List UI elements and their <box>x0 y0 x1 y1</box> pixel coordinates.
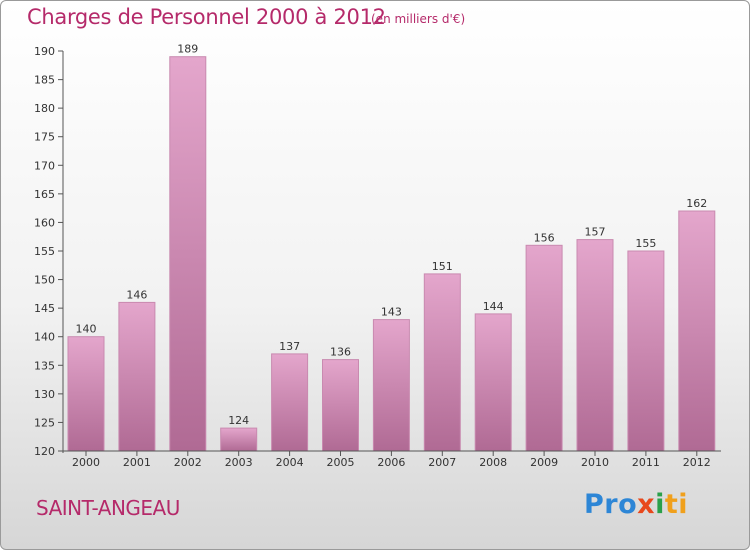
x-tick-label: 2012 <box>683 456 711 469</box>
x-tick-label: 2006 <box>377 456 405 469</box>
data-label: 156 <box>534 231 555 244</box>
data-label: 140 <box>76 323 97 336</box>
chart-title: Charges de Personnel 2000 à 2012 <box>27 5 386 29</box>
x-tick-label: 2007 <box>428 456 456 469</box>
y-tick-label: 145 <box>34 302 55 315</box>
data-label: 189 <box>177 43 198 56</box>
chart-subtitle: (en milliers d'€) <box>371 12 466 26</box>
bar <box>678 210 716 452</box>
x-tick-label: 2002 <box>174 456 202 469</box>
bar <box>169 56 207 452</box>
y-tick-label: 170 <box>34 159 55 172</box>
y-tick-label: 175 <box>34 131 55 144</box>
y-tick-label: 165 <box>34 188 55 201</box>
bar <box>67 336 105 452</box>
axes-group <box>58 50 721 456</box>
data-label: 137 <box>279 340 300 353</box>
x-tick-label: 2011 <box>632 456 660 469</box>
bar <box>372 319 410 452</box>
data-label: 151 <box>432 260 453 273</box>
y-tick-label: 120 <box>34 445 55 458</box>
bar <box>474 313 512 452</box>
proxiti-logo: Proxiti <box>584 489 688 520</box>
place-name: SAINT-ANGEAU <box>36 496 180 520</box>
data-label: 143 <box>381 306 402 319</box>
y-tick-label: 140 <box>34 331 55 344</box>
x-tick-label: 2009 <box>530 456 558 469</box>
x-tick-label: 2010 <box>581 456 609 469</box>
y-tick-label: 160 <box>34 216 55 229</box>
bar <box>322 359 359 452</box>
labels-group: 140 146 189 124 137 136 143 151 144 156 157 155 162 1… <box>34 43 711 469</box>
bar <box>576 239 614 452</box>
bar <box>423 273 461 452</box>
data-label: 157 <box>585 226 606 239</box>
data-label: 136 <box>330 346 351 359</box>
logo-part: Pro <box>584 489 638 520</box>
x-tick-label: 2000 <box>72 456 100 469</box>
bar <box>627 250 665 452</box>
logo-part: ti <box>664 489 689 520</box>
y-tick-label: 180 <box>34 102 55 115</box>
logo-part: x <box>637 489 656 520</box>
data-label: 144 <box>483 300 504 313</box>
bar <box>525 244 563 452</box>
x-tick-label: 2008 <box>479 456 507 469</box>
y-tick-label: 135 <box>34 359 55 372</box>
data-label: 124 <box>228 414 249 427</box>
x-tick-label: 2004 <box>276 456 304 469</box>
bar <box>118 301 156 452</box>
data-label: 146 <box>126 288 147 301</box>
data-label: 155 <box>635 237 656 250</box>
x-tick-label: 2003 <box>225 456 253 469</box>
bars-group <box>67 56 716 452</box>
y-tick-label: 190 <box>34 45 55 58</box>
y-tick-label: 150 <box>34 274 55 287</box>
y-tick-label: 130 <box>34 388 55 401</box>
logo-part: i <box>655 489 665 520</box>
x-tick-label: 2001 <box>123 456 151 469</box>
bar <box>220 427 258 452</box>
y-tick-label: 155 <box>34 245 55 258</box>
data-label: 162 <box>686 197 707 210</box>
y-tick-label: 185 <box>34 74 55 87</box>
x-tick-label: 2005 <box>327 456 355 469</box>
y-tick-label: 125 <box>34 416 55 429</box>
bar <box>271 353 309 452</box>
